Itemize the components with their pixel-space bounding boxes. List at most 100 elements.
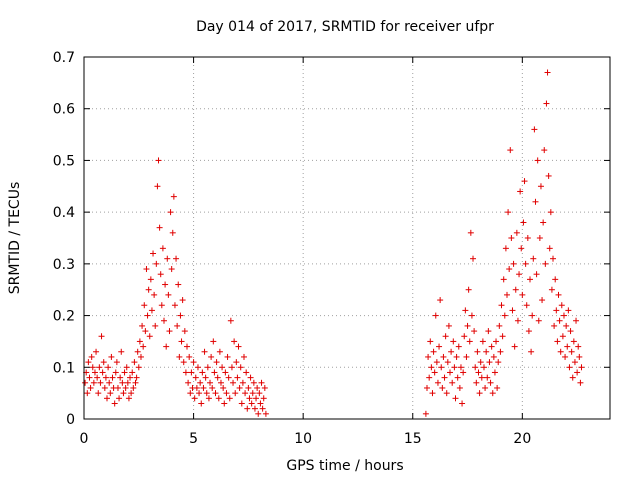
data-point [82, 379, 89, 386]
data-point [122, 384, 129, 391]
data-point [87, 384, 94, 391]
data-point [96, 364, 103, 371]
data-point [482, 384, 489, 391]
data-point [262, 410, 269, 417]
data-point [575, 343, 582, 350]
data-point [84, 390, 91, 397]
data-point [244, 405, 251, 412]
data-point [557, 348, 564, 355]
data-point [197, 379, 204, 386]
data-point [250, 379, 257, 386]
data-point [237, 364, 244, 371]
data-point [462, 307, 469, 314]
data-point [519, 291, 526, 298]
data-point [136, 338, 143, 345]
y-tick-label: 0.2 [53, 309, 75, 325]
data-point [217, 379, 224, 386]
data-point [113, 359, 120, 366]
data-points [82, 69, 585, 417]
data-point [249, 390, 256, 397]
data-point [192, 374, 199, 381]
data-point [168, 266, 175, 273]
data-point [86, 374, 93, 381]
data-point [512, 286, 519, 293]
data-point [223, 390, 230, 397]
data-point [95, 390, 102, 397]
data-point [145, 286, 152, 293]
data-point [224, 353, 231, 360]
data-point [243, 369, 250, 376]
data-point [468, 312, 475, 319]
data-point [221, 400, 228, 407]
data-point [445, 322, 452, 329]
data-point [109, 374, 116, 381]
data-point [548, 286, 555, 293]
data-point [213, 359, 220, 366]
data-point [566, 364, 573, 371]
data-point [511, 343, 518, 350]
y-tick-label: 0 [66, 412, 75, 428]
x-tick-label: 0 [80, 431, 89, 447]
data-point [182, 369, 189, 376]
data-point [91, 369, 98, 376]
data-point [246, 395, 253, 402]
y-tick-label: 0.4 [53, 205, 75, 221]
data-point [503, 291, 510, 298]
data-point [493, 338, 500, 345]
data-point [111, 400, 118, 407]
data-point [490, 353, 497, 360]
data-point [112, 369, 119, 376]
data-point [248, 400, 255, 407]
data-point [174, 322, 181, 329]
data-point [158, 302, 165, 309]
data-point [494, 384, 501, 391]
data-point [179, 297, 186, 304]
data-point [470, 255, 477, 262]
data-point [516, 271, 523, 278]
data-point [118, 348, 125, 355]
data-point [219, 364, 226, 371]
data-point [573, 317, 580, 324]
data-point [124, 379, 131, 386]
data-point [501, 312, 508, 319]
x-tick-label: 10 [294, 431, 312, 447]
data-point [187, 390, 194, 397]
data-point [139, 322, 146, 329]
data-point [437, 297, 444, 304]
data-point [165, 291, 172, 298]
data-point [235, 343, 242, 350]
data-point [484, 374, 491, 381]
data-point [552, 276, 559, 283]
data-point [100, 359, 107, 366]
data-point [247, 374, 254, 381]
y-tick-label: 0.1 [53, 360, 75, 376]
data-point [438, 364, 445, 371]
data-point [190, 359, 197, 366]
data-point [440, 353, 447, 360]
data-point [140, 343, 147, 350]
data-point [562, 353, 569, 360]
data-point [210, 338, 217, 345]
data-point [176, 353, 183, 360]
data-point [553, 307, 560, 314]
data-point [502, 245, 509, 252]
data-point [569, 374, 576, 381]
data-point [496, 322, 503, 329]
data-point [457, 364, 464, 371]
data-point [104, 395, 111, 402]
data-point [162, 281, 169, 288]
data-point [135, 364, 142, 371]
data-point [251, 405, 258, 412]
data-point [88, 353, 95, 360]
data-point [527, 276, 534, 283]
data-point [256, 390, 263, 397]
data-point [434, 379, 441, 386]
data-point [489, 390, 496, 397]
x-tick-labels: 0 5 10 15 20 [80, 431, 532, 447]
data-point [123, 364, 130, 371]
data-point [153, 260, 160, 267]
data-point [533, 271, 540, 278]
data-point [171, 302, 178, 309]
data-point [159, 245, 166, 252]
data-point [431, 369, 438, 376]
